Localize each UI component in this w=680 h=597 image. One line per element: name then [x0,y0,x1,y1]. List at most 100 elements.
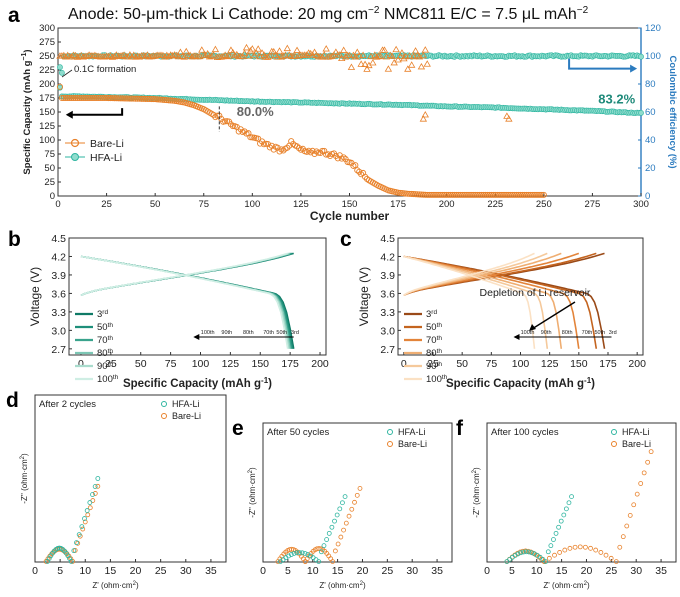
eis-point [507,557,513,562]
legend-marker-bare [161,413,167,419]
y-tick-label-a: 250 [39,51,55,62]
point-bare-ce [231,51,239,59]
text-span: −1 [21,52,28,60]
legend-label-bare: Bare-Li [622,439,651,449]
text-span: 2 [472,469,478,473]
eis-point [338,534,344,540]
eis-point [332,518,337,524]
panel-letter-f: f [456,417,464,440]
text-span: th [437,348,443,355]
point-bare-capacity [501,191,509,198]
text-span: th [437,322,443,329]
x-tick-label-b: 0 [78,358,84,370]
cycle-arrow-label: 50th [594,330,605,336]
text-span: Specific Capacity (mAh g [22,60,33,174]
y-tick-label-b: 3.3 [51,307,66,319]
y-tick-label-b: 4.2 [51,251,66,263]
point-bare-capacity [480,191,487,198]
point-bare-capacity [459,191,466,198]
y2-tick-label-a: 20 [645,163,656,174]
point-bare-ce [188,53,196,60]
point-bare-capacity [474,191,481,198]
point-bare-capacity [325,151,332,158]
point-bare-ce [273,53,282,60]
point-bare-capacity [264,141,271,148]
text-span: 2 [584,581,588,587]
point-bare-capacity [488,191,495,198]
point-bare-ce [132,53,140,60]
point-bare-capacity [426,191,433,198]
eis-point [87,500,93,505]
point-bare-capacity [60,94,67,102]
eis-point [299,550,305,556]
eis-point [543,559,549,564]
point-bare-capacity [420,191,427,198]
eis-point [286,553,292,559]
point-bare-capacity [97,94,104,102]
annotation-depletion: Depletion of Li reservoir [480,287,591,299]
y-tick-label-b: 3.6 [51,288,66,300]
eis-point [74,540,79,546]
point-bare-capacity [439,191,446,198]
x-tick-label-a: 300 [633,199,649,210]
text-span: ) [136,581,139,590]
x-tick-label-c: 0 [401,358,407,370]
point-bare-capacity [111,95,118,102]
point-bare-capacity [354,167,361,174]
x-tick-label-a: 225 [487,199,503,210]
x-tick-label-d: 0 [32,565,38,577]
text-span: 80 [426,348,437,359]
eis-point [526,549,532,555]
text-span: 100 [97,374,113,385]
point-bare-ce [89,52,97,59]
y-tick-label-c: 3.0 [380,325,395,337]
y-tick-label-b: 3.0 [51,325,66,337]
x-tick-label-f: 20 [581,565,593,577]
x-tick-label-c: 75 [485,358,497,370]
eis-point [346,513,352,519]
eis-point [340,500,345,506]
point-bare-ce [279,52,288,59]
point-bare-capacity [443,191,450,198]
annotation-formation: 0.1C formation [74,64,136,75]
point-bare-ce [310,48,319,55]
point-bare-capacity [523,191,530,198]
x-tick-label-f: 35 [655,565,667,577]
eis-point [523,549,529,555]
point-bare-ce [374,52,383,59]
eis-point [334,512,340,518]
point-bare-ce [75,52,84,60]
x-tick-label-a: 250 [536,199,552,210]
x-tick-label-c: 175 [599,358,617,370]
cycle-arrow-label: 80th [562,330,573,336]
eis-point [332,548,338,554]
point-bare-capacity [431,191,439,198]
point-bare-ce [355,52,363,59]
x-tick-label-a: 125 [293,199,309,210]
eis-point [603,552,609,558]
panel-letter-b: b [8,228,21,251]
point-bare-capacity [334,155,341,162]
y2-tick-label-a: 40 [645,135,656,146]
text-span: 2 [360,581,364,587]
point-bare-ce [386,51,395,59]
cycle-arrow-label: 100th [201,330,215,336]
point-bare-capacity [430,191,437,198]
point-bare-ce [345,51,354,59]
eis-point [583,544,588,550]
point-bare-capacity [451,191,458,198]
y-axis-title-d: -Z'' (ohm·cm2) [20,453,29,504]
point-bare-capacity [410,191,417,198]
point-bare-ce [211,45,220,53]
point-bare-ce [223,52,231,60]
text-span: 100 [426,374,442,385]
eis-point [87,505,93,511]
point-bare-capacity [115,95,122,102]
point-bare-capacity [499,191,507,198]
point-bare-capacity [82,94,89,102]
cycle-arrow-label: 3rd [609,330,617,336]
x-tick-label-b: 150 [251,358,269,370]
cycle-arrow-label: 90th [221,330,232,336]
